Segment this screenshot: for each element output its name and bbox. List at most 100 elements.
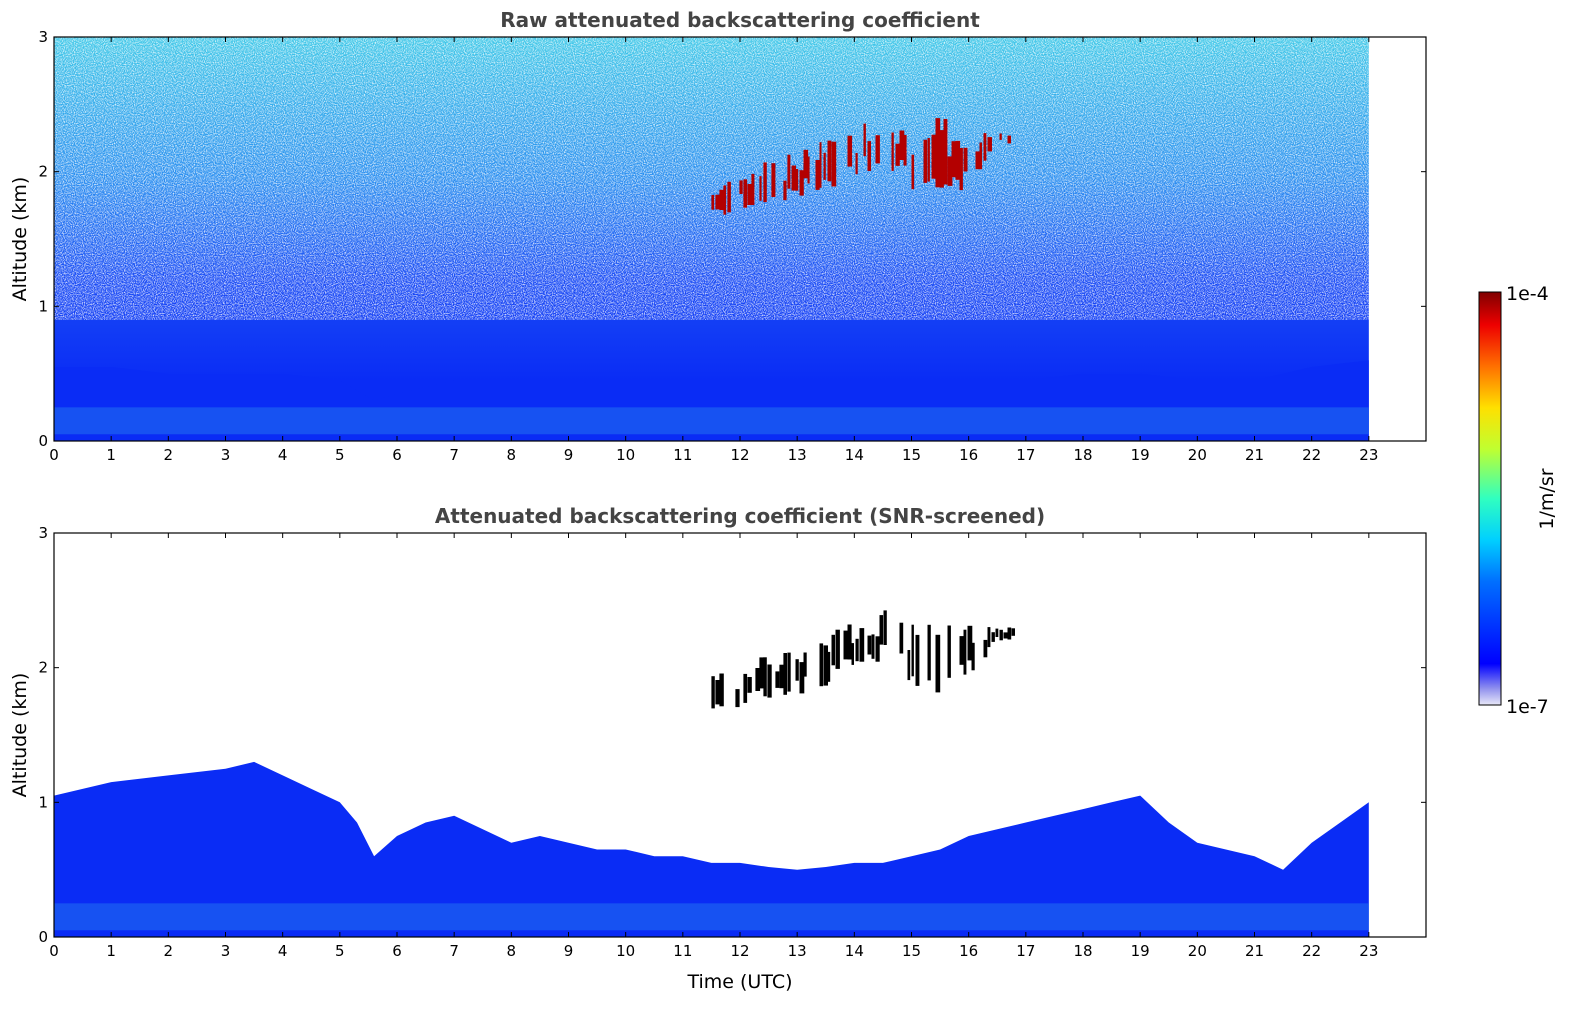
near-surface-layer	[54, 903, 1369, 931]
x-tick-label: 20	[1188, 942, 1207, 960]
cloud-streak	[999, 133, 1002, 140]
x-tick-label: 20	[1188, 446, 1207, 464]
panel-raw: Raw attenuated backscattering coefficien…	[9, 8, 1427, 464]
cloud-streak	[875, 636, 880, 662]
x-tick-label: 11	[673, 446, 692, 464]
cloud-streak	[747, 184, 753, 205]
x-tick-label: 0	[49, 446, 59, 464]
x-tick-label: 23	[1359, 942, 1378, 960]
x-tick-label: 22	[1302, 446, 1321, 464]
cloud-streak	[979, 142, 983, 170]
cloud-streak	[971, 642, 975, 671]
x-tick-label: 10	[616, 942, 635, 960]
cloud-streak	[715, 680, 720, 705]
y-tick-label: 0	[38, 432, 48, 450]
cloud-streak	[795, 169, 799, 191]
cloud-streak	[759, 176, 762, 201]
x-tick-label: 4	[278, 942, 288, 960]
screened-boundary-layer	[54, 761, 1369, 937]
cloud-streak	[787, 154, 791, 189]
cloud-streak	[711, 676, 715, 709]
x-tick-label: 12	[730, 446, 749, 464]
cloud-streak	[783, 180, 787, 201]
cloud-streak	[727, 181, 731, 213]
x-tick-label: 15	[902, 446, 921, 464]
cloud-streak	[935, 118, 941, 188]
cloud-streak	[959, 148, 963, 191]
cloud-streak	[771, 163, 776, 197]
x-tick-label: 19	[1131, 942, 1150, 960]
x-tick-label: 6	[392, 446, 402, 464]
cloud-streak	[831, 634, 835, 666]
cloud-streak	[779, 664, 784, 689]
cloud-streak	[851, 643, 854, 665]
x-tick-label: 1	[106, 446, 116, 464]
cloud-streak	[931, 134, 937, 179]
cloud-streak	[819, 643, 824, 687]
x-tick-label: 15	[902, 942, 921, 960]
cloud-streak	[827, 140, 832, 182]
cloud-streak	[975, 151, 981, 170]
x-tick-label: 21	[1245, 942, 1264, 960]
cloud-streak	[1003, 632, 1008, 639]
cloud-streak	[959, 636, 964, 665]
x-tick-label: 8	[507, 942, 517, 960]
x-tick-label: 14	[845, 446, 864, 464]
x-tick-label: 19	[1131, 446, 1150, 464]
cloud-streak	[1011, 628, 1015, 636]
colorbar-max-label: 1e-4	[1506, 283, 1549, 305]
cloud-streak	[751, 173, 755, 205]
cloud-streak	[803, 149, 809, 179]
cloud-streak	[831, 141, 837, 187]
cloud-streak	[875, 135, 880, 164]
cloud-streak	[855, 638, 859, 662]
cloud-streak	[715, 194, 720, 210]
cloud-streak	[951, 141, 956, 178]
cloud-streak	[739, 180, 743, 194]
x-tick-label: 8	[507, 446, 517, 464]
cloud-streak	[859, 628, 865, 662]
cloud-streak	[855, 153, 858, 175]
cloud-streak	[911, 624, 914, 677]
x-tick-label: 3	[221, 942, 231, 960]
cloud-streak	[967, 625, 973, 661]
x-tick-label: 5	[335, 942, 345, 960]
cloud-streak	[843, 630, 848, 660]
x-tick-label: 12	[730, 942, 749, 960]
x-tick-label: 0	[49, 942, 59, 960]
cloud-streak	[807, 156, 810, 184]
cloud-streak	[927, 624, 931, 681]
cloud-streak	[823, 645, 828, 686]
cloud-streak	[763, 162, 767, 203]
cloud-streak	[907, 650, 911, 681]
y-tick-label: 0	[38, 928, 48, 946]
x-tick-label: 6	[392, 942, 402, 960]
y-tick-label: 3	[38, 524, 48, 542]
cloud-streak	[911, 154, 915, 190]
cloud-streak	[1007, 135, 1011, 144]
cloud-streak	[963, 147, 968, 172]
x-tick-label: 7	[449, 446, 459, 464]
x-tick-label: 14	[845, 942, 864, 960]
cloud-streak	[891, 132, 894, 171]
x-tick-label: 5	[335, 446, 345, 464]
cloud-streak	[735, 689, 740, 708]
cloud-streak	[759, 657, 764, 689]
x-tick-label: 16	[959, 446, 978, 464]
x-axis-label: Time (UTC)	[686, 971, 792, 993]
cloud-streak	[783, 653, 787, 695]
screened-backscatter-field	[54, 610, 1369, 937]
cloud-streak	[799, 170, 804, 196]
x-tick-label: 9	[564, 942, 574, 960]
cloud-streak	[915, 634, 920, 686]
cloud-streak	[999, 629, 1003, 641]
x-tick-label: 22	[1302, 942, 1321, 960]
cloud-streak	[899, 130, 905, 160]
cloud-streak	[823, 152, 826, 180]
x-tick-label: 16	[959, 942, 978, 960]
cloud-streak	[711, 195, 715, 210]
colorbar-unit-label: 1/m/sr	[1536, 468, 1558, 529]
x-tick-label: 18	[1073, 446, 1092, 464]
cloud-streak	[827, 651, 831, 682]
cloud-streak	[803, 652, 807, 677]
